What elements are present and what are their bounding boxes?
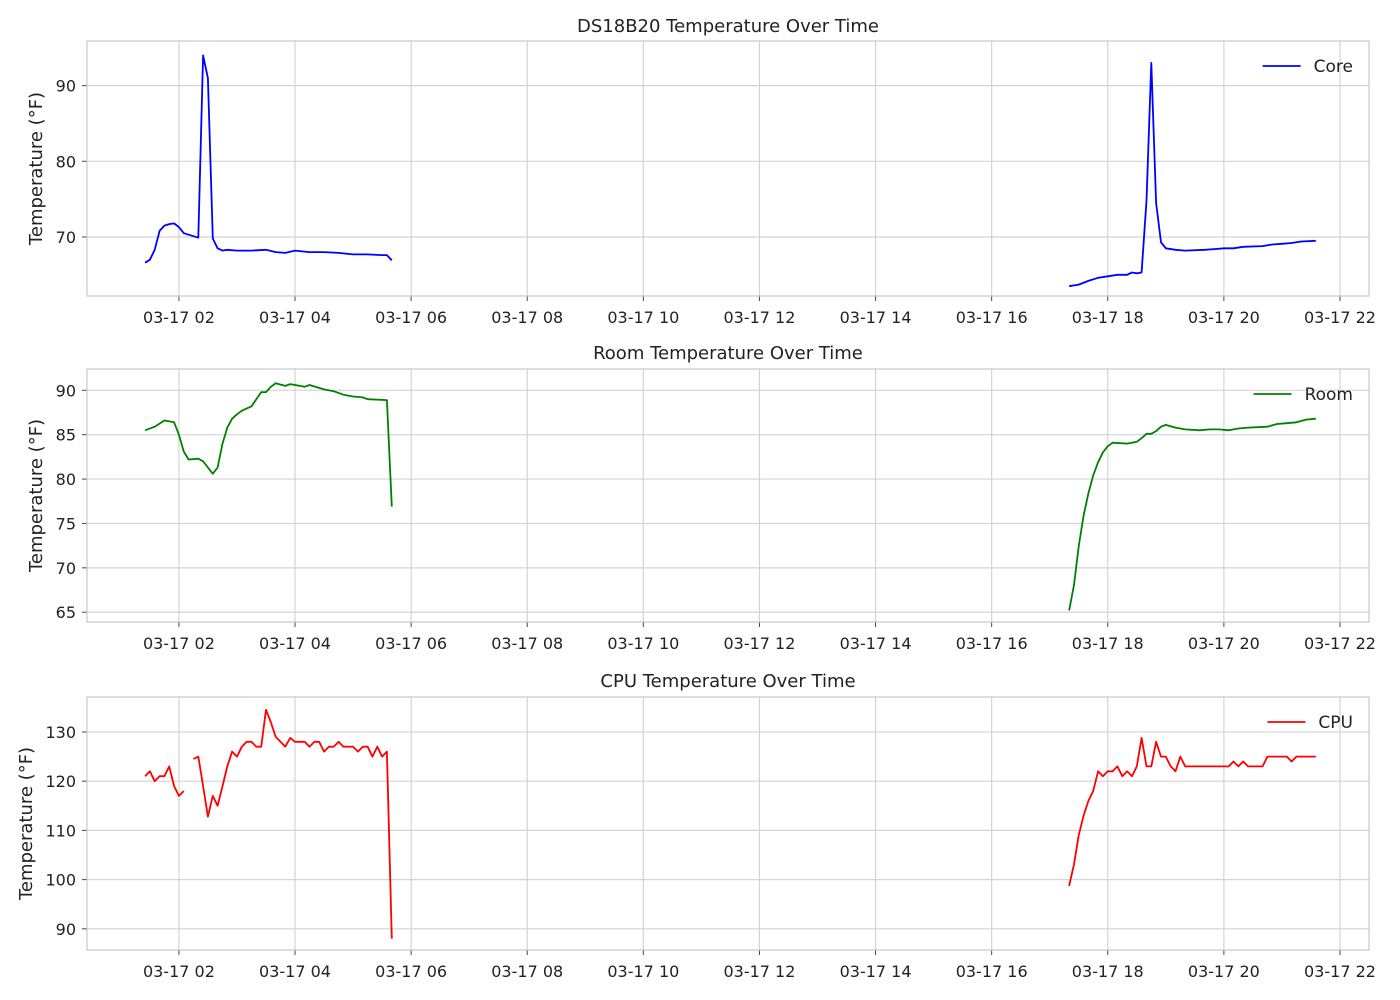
- room-y-axis-label: Temperature (°F): [26, 419, 47, 573]
- cpu-y-tick-label: 110: [45, 821, 76, 840]
- room-x-tick-label: 03-17 18: [1072, 634, 1144, 653]
- core-x-tick-label: 03-17 16: [956, 308, 1028, 327]
- room-y-tick-label: 70: [56, 559, 76, 578]
- cpu-plot-area: [87, 697, 1369, 950]
- cpu-x-tick-label: 03-17 22: [1304, 962, 1376, 981]
- core-x-tick-label: 03-17 06: [375, 308, 447, 327]
- core-series-line-segment-2: [1068, 62, 1316, 288]
- core-temperature-panel: 03-17 02 03-17 04 03-17 06 03-17 08 03-17 10…: [26, 16, 1376, 327]
- cpu-x-tick-label: 03-17 10: [607, 962, 679, 981]
- core-x-tick-label: 03-17 10: [607, 308, 679, 327]
- core-x-tick-label: 03-17 08: [491, 308, 563, 327]
- cpu-x-tick-label: 03-17 18: [1072, 962, 1144, 981]
- core-y-tick-label: 80: [56, 152, 76, 171]
- cpu-x-tick-label: 03-17 12: [723, 962, 795, 981]
- core-x-tick-label: 03-17 18: [1072, 308, 1144, 327]
- room-y-tick-label: 85: [56, 426, 76, 445]
- cpu-temperature-panel: 03-17 02 03-17 04 03-17 06 03-17 08 03-17 10…: [16, 671, 1376, 981]
- room-x-tick-label: 03-17 02: [143, 634, 215, 653]
- room-plot-frame: [86, 368, 1370, 623]
- room-chart-title: Room Temperature Over Time: [593, 343, 863, 364]
- cpu-plot-frame: [86, 696, 1370, 951]
- cpu-x-tick-label: 03-17 16: [956, 962, 1028, 981]
- room-x-tick-label: 03-17 04: [259, 634, 331, 653]
- cpu-x-tick-label: 03-17 04: [259, 962, 331, 981]
- core-x-tick-label: 03-17 22: [1304, 308, 1376, 327]
- core-y-tick-label: 90: [56, 77, 76, 96]
- core-plot-area: [87, 41, 1369, 296]
- cpu-x-tick-label: 03-17 06: [375, 962, 447, 981]
- room-temperature-panel: 03-17 02 03-17 04 03-17 06 03-17 08 03-17 10…: [26, 343, 1376, 653]
- room-legend-label: Room: [1305, 385, 1353, 405]
- room-series-line-segment-1: [144, 382, 393, 507]
- room-plot-area: [87, 369, 1369, 622]
- room-y-tick-label: 80: [56, 470, 76, 489]
- core-x-tick-label: 03-17 12: [723, 308, 795, 327]
- cpu-x-tick-label: 03-17 20: [1188, 962, 1260, 981]
- cpu-y-tick-label: 120: [45, 772, 76, 791]
- cpu-x-tick-label: 03-17 08: [491, 962, 563, 981]
- room-x-tick-label: 03-17 16: [956, 634, 1028, 653]
- core-plot-frame: [86, 40, 1370, 297]
- cpu-x-tick-label: 03-17 14: [840, 962, 912, 981]
- core-chart-title: DS18B20 Temperature Over Time: [577, 16, 879, 37]
- room-x-tick-label: 03-17 08: [491, 634, 563, 653]
- core-x-tick-label: 03-17 20: [1188, 308, 1260, 327]
- core-series-line-segment-1: [144, 54, 393, 264]
- core-legend-label: Core: [1314, 57, 1353, 77]
- room-y-tick-label: 75: [56, 514, 76, 533]
- core-x-tick-label: 03-17 14: [840, 308, 912, 327]
- cpu-y-tick-label: 130: [45, 723, 76, 742]
- room-x-tick-label: 03-17 12: [723, 634, 795, 653]
- cpu-series-line-segment-1: [144, 765, 185, 797]
- core-x-tick-label: 03-17 04: [259, 308, 331, 327]
- cpu-series-line-segment-2: [193, 708, 393, 939]
- core-y-tick-label: 70: [56, 228, 76, 247]
- room-x-tick-label: 03-17 14: [840, 634, 912, 653]
- cpu-y-axis-label: Temperature (°F): [16, 747, 37, 901]
- cpu-y-tick-label: 100: [45, 871, 76, 890]
- room-x-tick-label: 03-17 22: [1304, 634, 1376, 653]
- cpu-y-tick-label: 90: [56, 920, 76, 939]
- room-y-tick-label: 65: [56, 603, 76, 622]
- cpu-chart-title: CPU Temperature Over Time: [600, 671, 855, 692]
- room-series-line-segment-2: [1068, 417, 1316, 611]
- cpu-series-line-segment-3: [1068, 737, 1316, 887]
- cpu-legend-label: CPU: [1318, 713, 1353, 733]
- room-x-tick-label: 03-17 06: [375, 634, 447, 653]
- core-x-tick-label: 03-17 02: [143, 308, 215, 327]
- room-y-tick-label: 90: [56, 381, 76, 400]
- core-y-axis-label: Temperature (°F): [26, 92, 47, 246]
- cpu-x-tick-label: 03-17 02: [143, 962, 215, 981]
- room-x-tick-label: 03-17 20: [1188, 634, 1260, 653]
- room-x-tick-label: 03-17 10: [607, 634, 679, 653]
